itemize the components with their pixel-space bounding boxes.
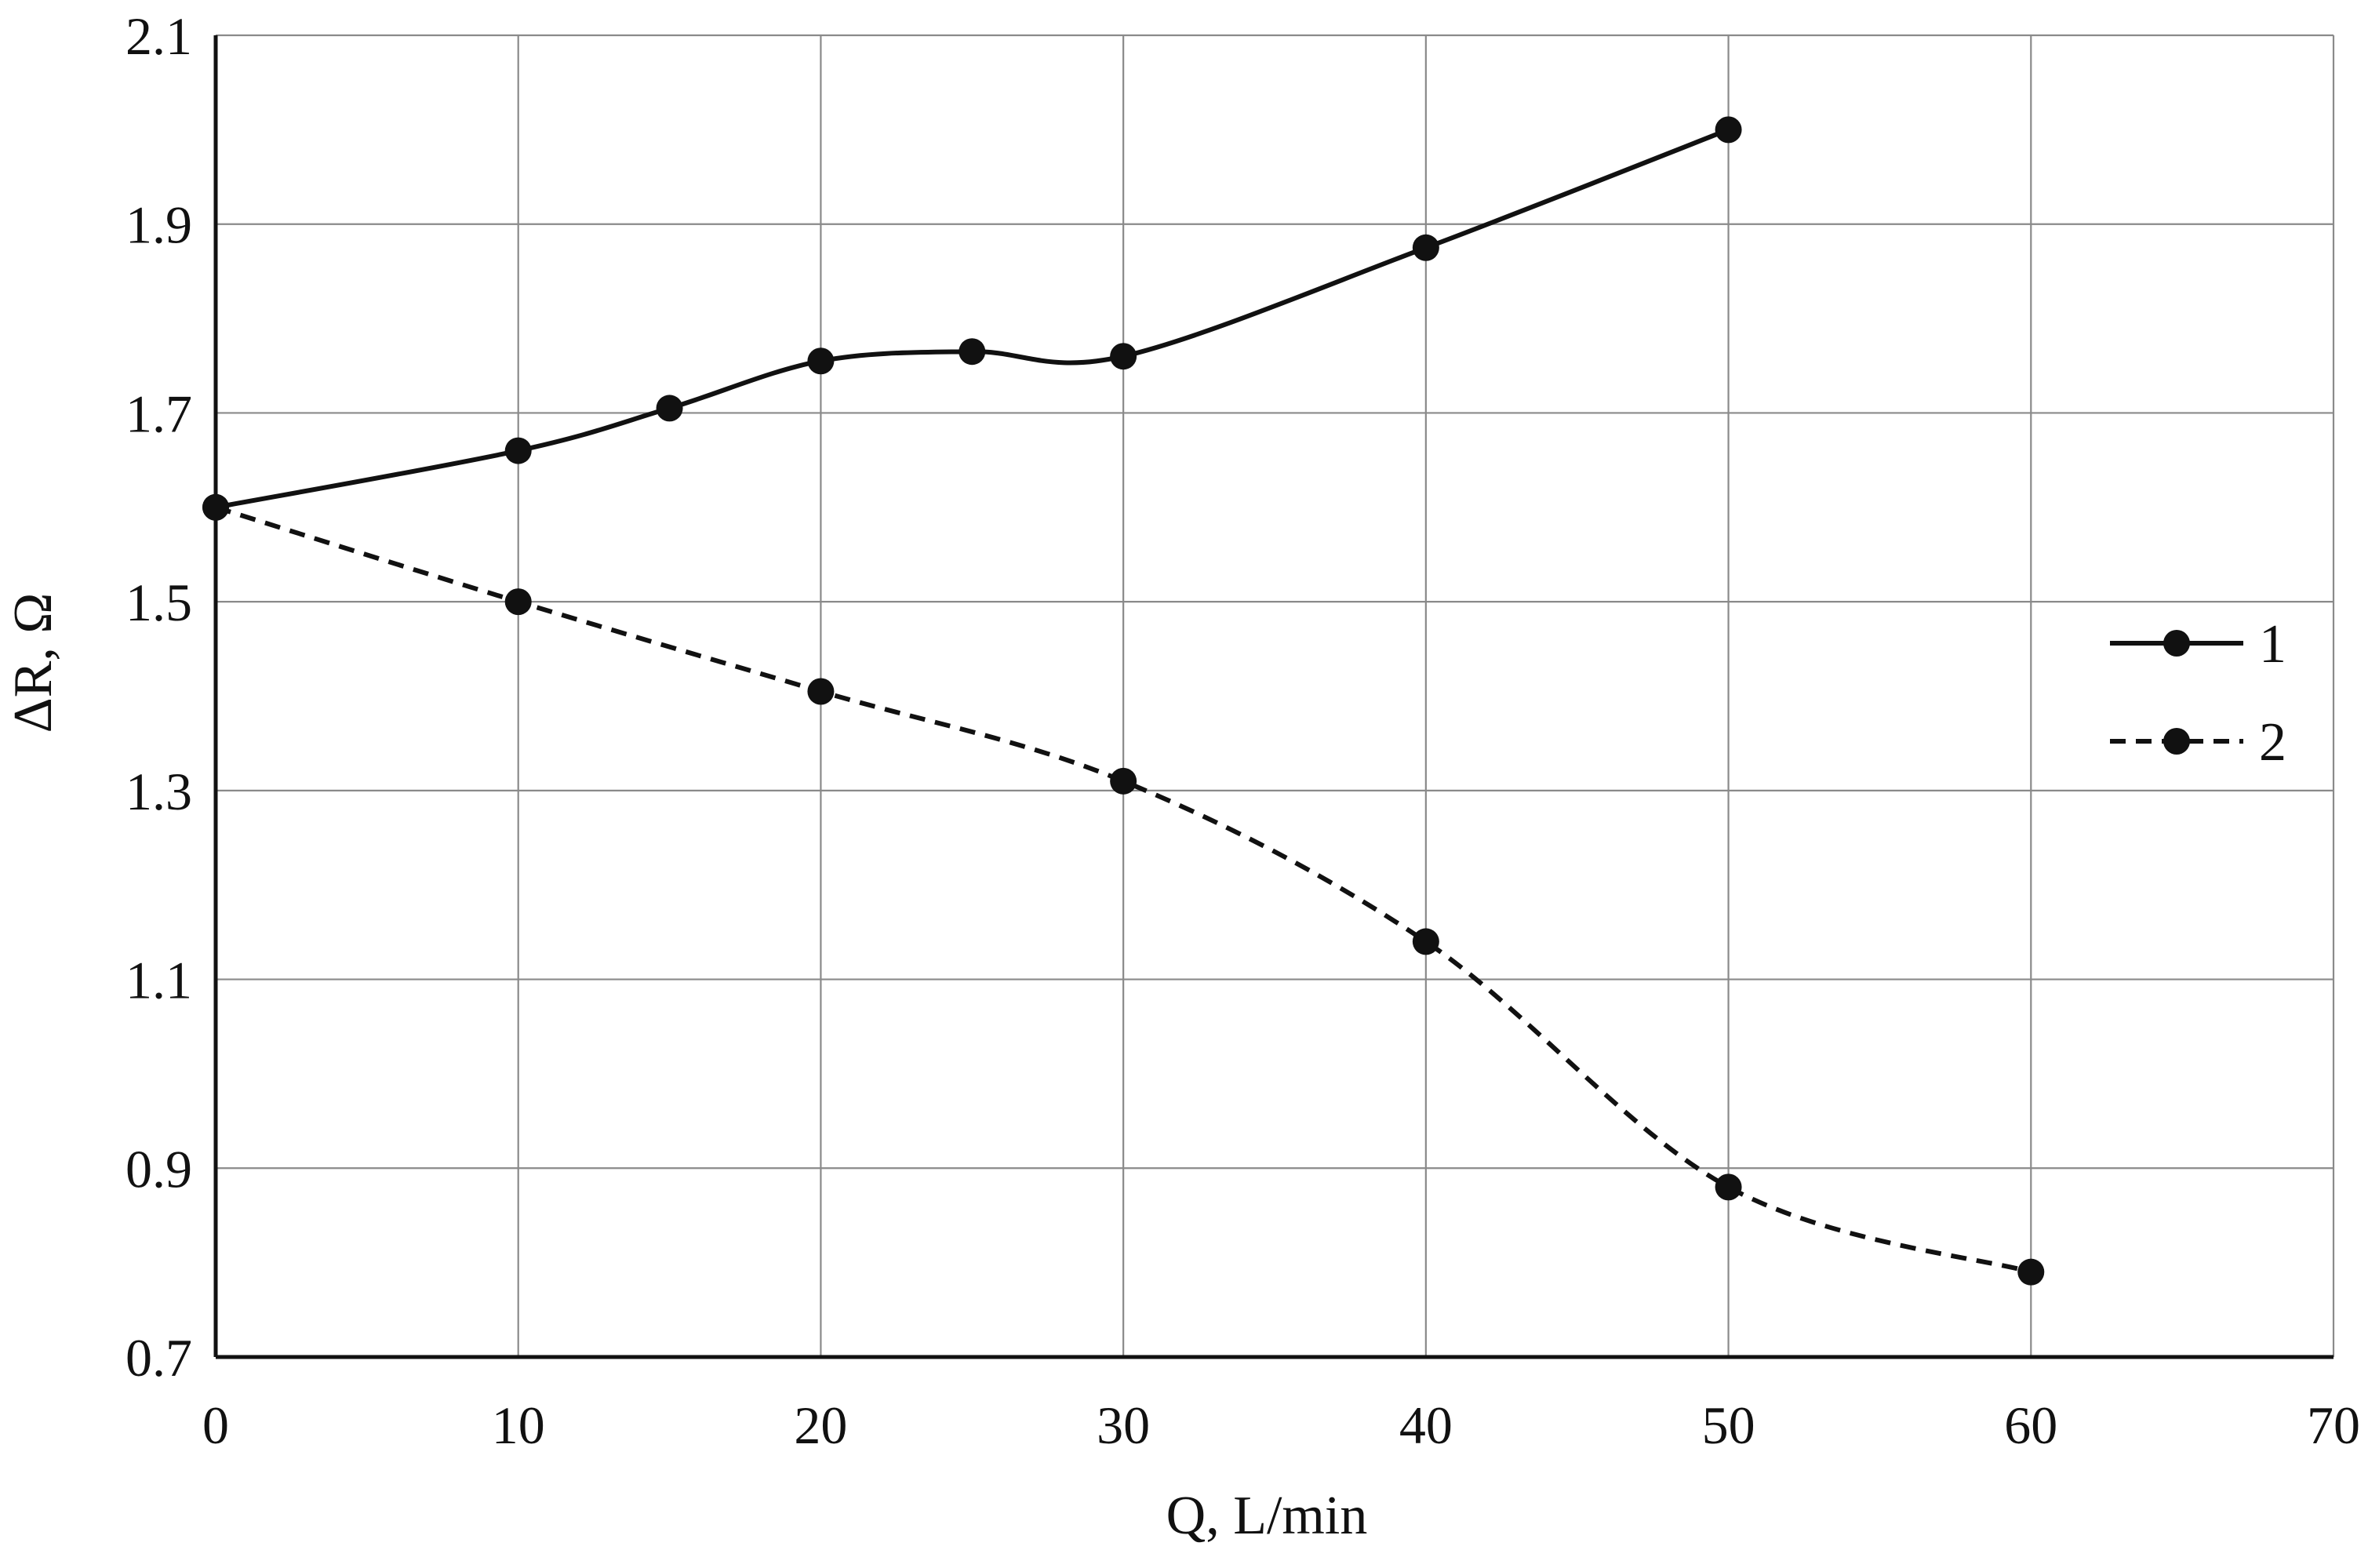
x-tick-label: 70: [2307, 1395, 2360, 1455]
legend-label: 2: [2259, 712, 2286, 773]
y-axis-label: ΔR, Ω: [3, 593, 64, 733]
x-tick-label: 0: [202, 1395, 229, 1455]
y-tick-label: 2.1: [125, 6, 192, 66]
legend-entry-1: 1: [2110, 614, 2286, 675]
x-tick-label: 30: [1097, 1395, 1150, 1455]
x-axis-label: Q, L/min: [1166, 1486, 1368, 1546]
series-1-point: [1412, 234, 1439, 261]
series-1-point: [656, 395, 683, 422]
series-2-point: [1412, 928, 1439, 955]
x-tick-label: 40: [1399, 1395, 1453, 1455]
legend-entry-2: 2: [2110, 712, 2286, 773]
y-tick-label: 1.1: [125, 951, 192, 1010]
series-1-line: [215, 127, 1730, 510]
legend-swatch-marker: [2163, 728, 2190, 755]
y-tick-label: 0.9: [125, 1139, 192, 1199]
series-1-point: [959, 338, 986, 366]
y-tick-label: 1.9: [125, 195, 192, 255]
x-tick-label: 60: [2004, 1395, 2057, 1455]
series-2-point: [2017, 1258, 2045, 1286]
series-1-point: [1715, 116, 1742, 144]
series-2-point: [504, 588, 532, 616]
series-1-point: [1110, 343, 1137, 370]
series-1-point: [807, 347, 835, 375]
legend: 12: [2110, 614, 2286, 773]
y-tick-label: 0.7: [125, 1328, 192, 1388]
x-tick-label: 20: [794, 1395, 847, 1455]
series-2-point: [807, 678, 835, 705]
series-2: [202, 493, 2045, 1286]
series-2-point: [202, 493, 229, 521]
x-tick-label: 50: [1702, 1395, 1755, 1455]
grid: [216, 34, 2335, 1357]
series: [202, 116, 2045, 1286]
legend-label: 1: [2259, 614, 2286, 675]
y-tick-label: 1.7: [125, 384, 192, 443]
series-1-point: [504, 437, 532, 464]
x-tick-label: 10: [492, 1395, 545, 1455]
series-2-point: [1110, 767, 1137, 795]
series-2-point: [1715, 1173, 1742, 1201]
series-1: [202, 116, 1742, 521]
y-tick-label: 1.5: [125, 573, 192, 632]
legend-swatch-marker: [2163, 630, 2190, 657]
axes: [213, 35, 2334, 1359]
y-tick-label: 1.3: [125, 762, 192, 821]
tick-labels: 0 10 20 30 40 50 60 70 0.7 0.9 1.1 1.3 1.5 1.7 1.9 2.1: [125, 6, 2360, 1455]
